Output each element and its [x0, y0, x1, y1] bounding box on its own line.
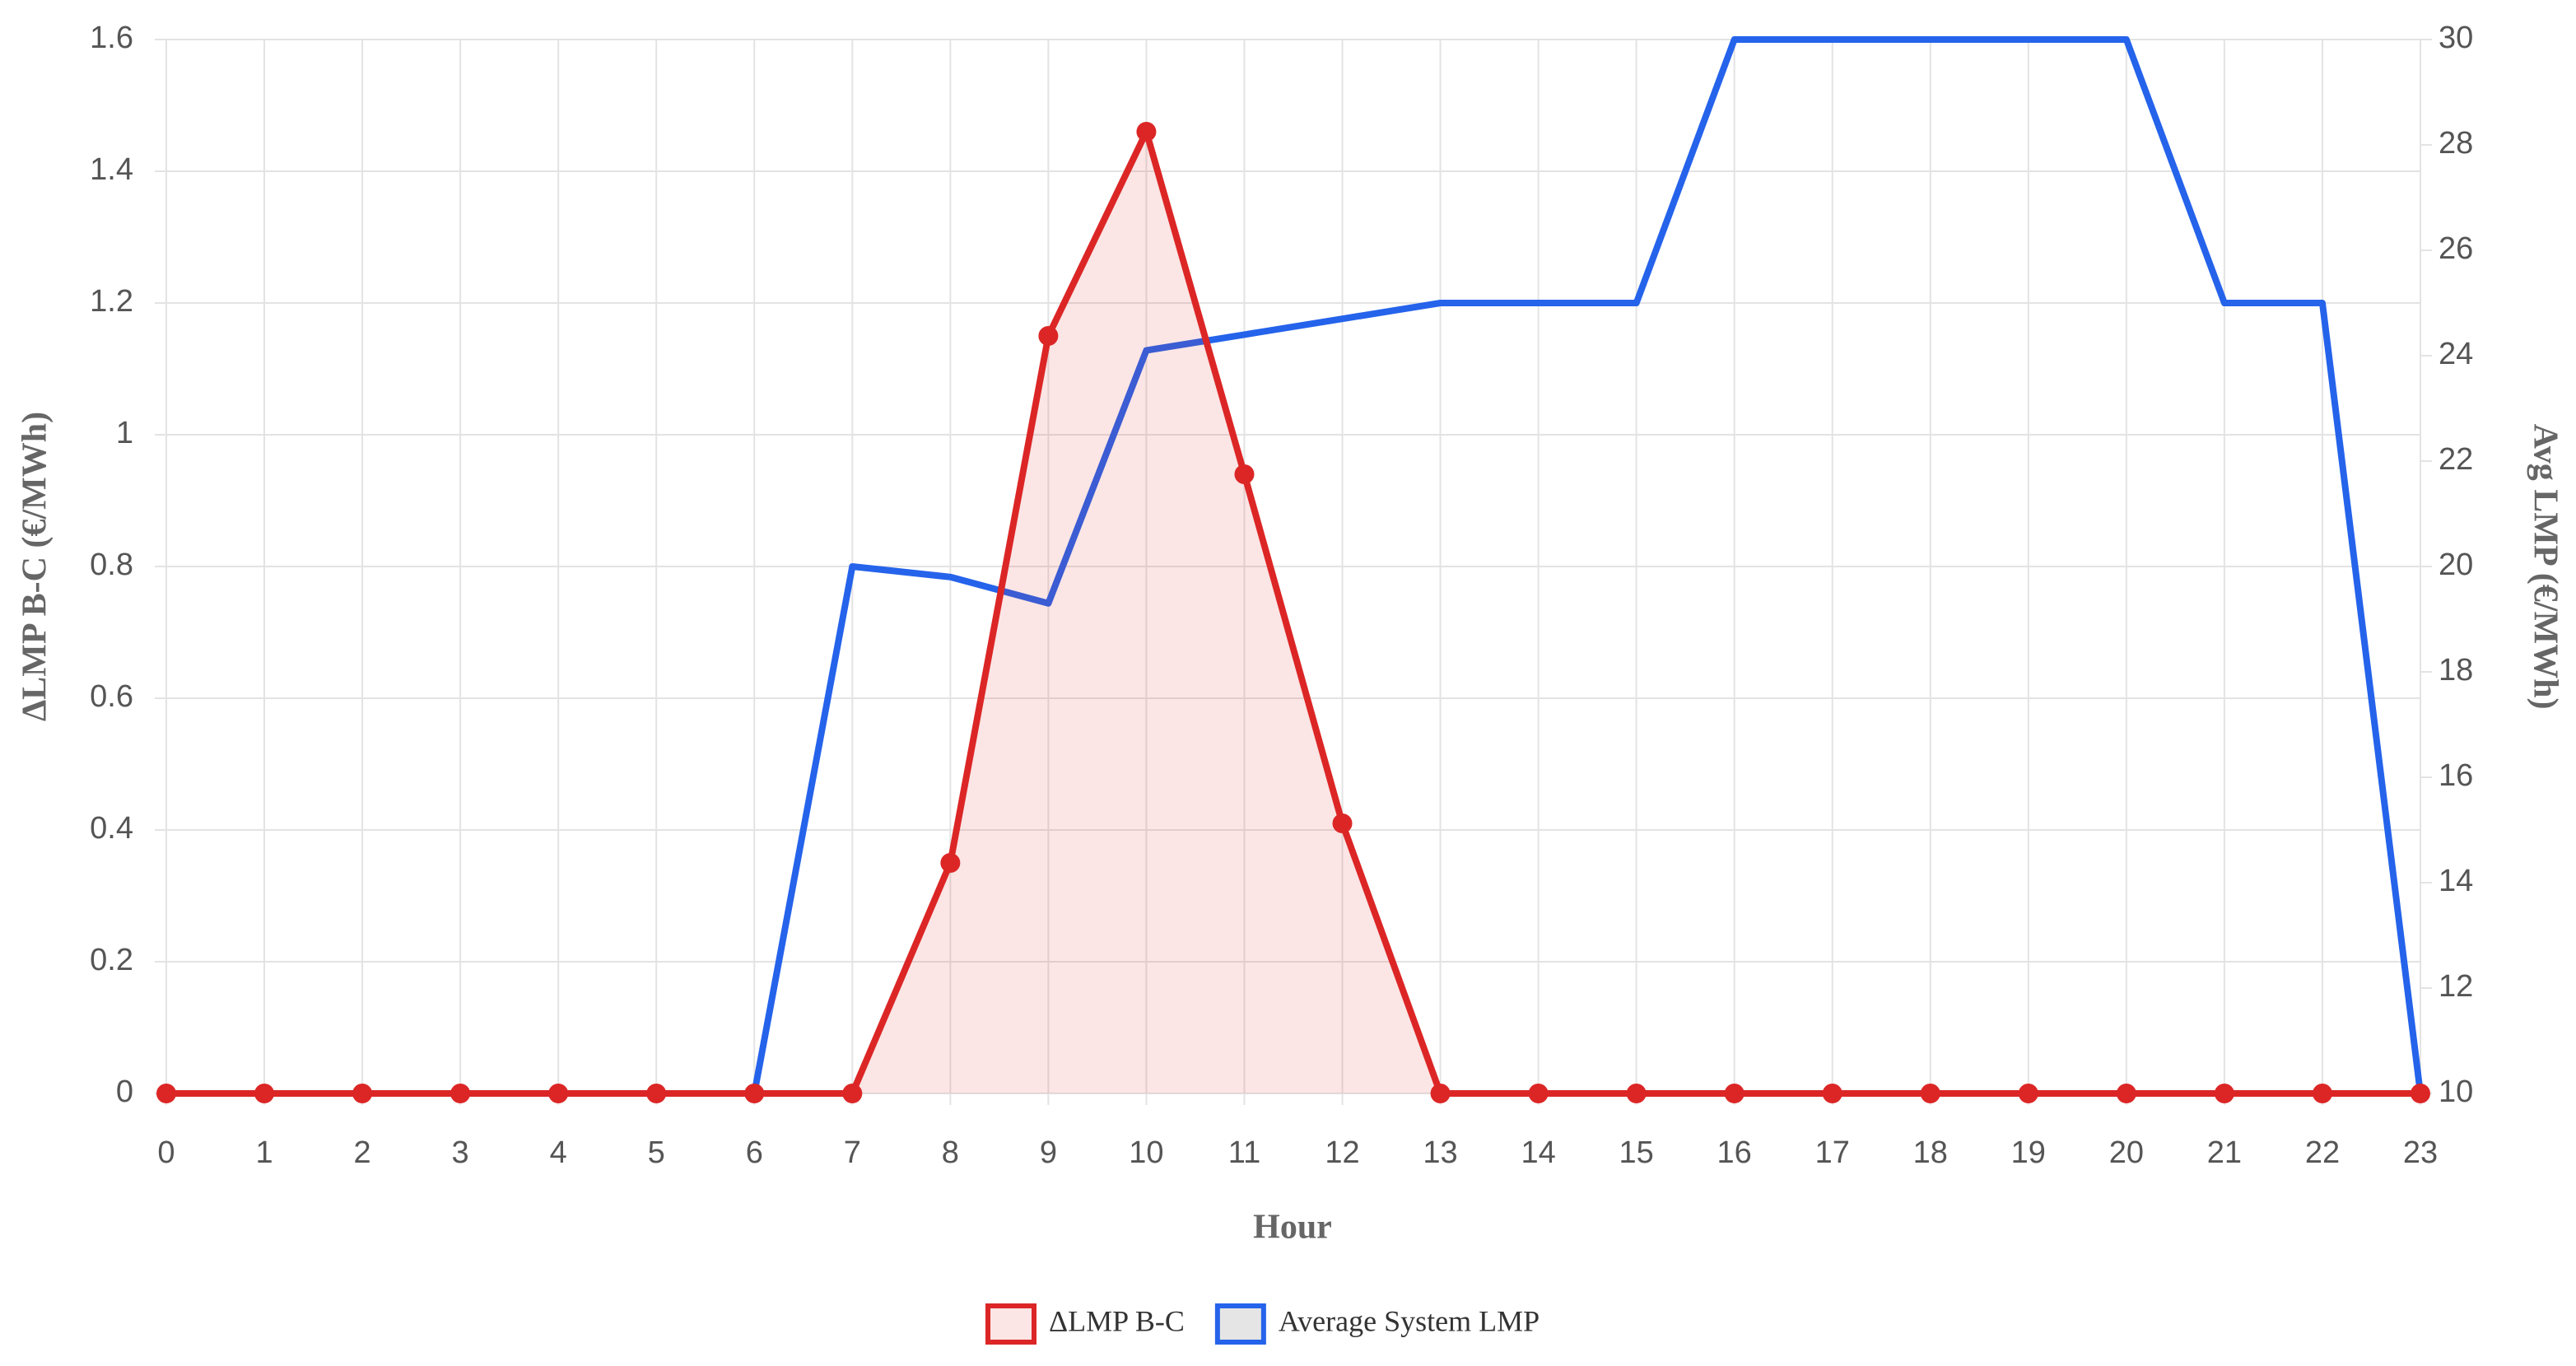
point	[254, 1084, 275, 1103]
point	[156, 1084, 176, 1103]
point	[1430, 1084, 1451, 1103]
point	[2214, 1084, 2234, 1103]
line	[166, 128, 2420, 1097]
x-tick-label: 22	[2305, 1135, 2340, 1170]
y2-tick-label: 20	[2439, 548, 2473, 582]
y2-tick-label: 14	[2439, 864, 2473, 898]
y2-tick-label: 30	[2439, 21, 2473, 55]
point	[1626, 1084, 1647, 1103]
point	[1038, 326, 1059, 346]
x-tick-label: 11	[1228, 1135, 1260, 1170]
point	[1136, 122, 1157, 142]
x-tick-label: 9	[1040, 1135, 1057, 1170]
point	[940, 853, 961, 873]
y2-axis-title: Avg LMP (€/MWh)	[2526, 424, 2564, 710]
point	[1234, 464, 1255, 484]
y-tick-label: 0	[116, 1075, 133, 1109]
x-tick-label: 12	[1325, 1135, 1359, 1170]
point	[2312, 1084, 2332, 1103]
point	[450, 1084, 471, 1103]
x-tick-label: 4	[550, 1135, 567, 1170]
y2-tick-label: 24	[2439, 337, 2473, 371]
area	[166, 132, 2420, 1093]
point	[2018, 1084, 2038, 1103]
legend-label: ΔLMP B-C	[1049, 1304, 1185, 1337]
x-tick-label: 17	[1815, 1135, 1850, 1170]
legend-swatch	[1214, 1303, 1266, 1345]
point	[1332, 814, 1353, 833]
point	[842, 1084, 863, 1103]
x-tick-label: 23	[2403, 1135, 2438, 1170]
point	[2411, 1084, 2430, 1103]
x-tick-label: 7	[844, 1135, 861, 1170]
point	[1528, 1084, 1549, 1103]
x-tick-label: 1	[255, 1135, 273, 1170]
x-axis-title: Hour	[1253, 1209, 1332, 1247]
x-tick-label: 14	[1521, 1135, 1555, 1170]
point	[1724, 1084, 1745, 1103]
x-tick-label: 20	[2109, 1135, 2144, 1170]
x-tick-label: 3	[452, 1135, 469, 1170]
y-tick-label: 0.6	[90, 679, 133, 714]
y-tick-label: 1	[116, 416, 133, 450]
x-tick-label: 13	[1423, 1135, 1457, 1170]
point	[1920, 1084, 1940, 1103]
point	[646, 1084, 667, 1103]
y2-tick-label: 22	[2439, 442, 2473, 477]
legend-swatch	[985, 1303, 1036, 1345]
y2-tick-label: 18	[2439, 653, 2473, 688]
y2-tick-label: 16	[2439, 758, 2473, 793]
y-tick-label: 1.4	[90, 152, 133, 187]
point	[744, 1084, 765, 1103]
y2-tick-label: 10	[2439, 1075, 2473, 1109]
x-tick-label: 8	[942, 1135, 959, 1170]
x-tick-label: 15	[1619, 1135, 1654, 1170]
x-tick-label: 6	[746, 1135, 763, 1170]
legend-label: Average System LMP	[1279, 1304, 1540, 1337]
y-tick-label: 1.6	[90, 21, 133, 55]
x-tick-label: 10	[1129, 1135, 1163, 1170]
point	[352, 1084, 373, 1103]
y-tick-label: 0.2	[90, 943, 133, 977]
y-tick-label: 0.8	[90, 548, 133, 582]
x-tick-label: 19	[2011, 1135, 2046, 1170]
point	[548, 1084, 569, 1103]
y2-tick-label: 12	[2439, 969, 2473, 1004]
x-tick-label: 18	[1913, 1135, 1948, 1170]
point	[1822, 1084, 1842, 1103]
y-tick-label: 0.4	[90, 811, 133, 846]
x-tick-label: 2	[354, 1135, 371, 1170]
x-tick-label: 21	[2207, 1135, 2242, 1170]
y2-tick-label: 26	[2439, 231, 2473, 266]
y-axis-title: ΔLMP B-C (€/MWh)	[16, 412, 54, 721]
y-tick-label: 1.2	[90, 284, 133, 319]
x-tick-label: 16	[1717, 1135, 1752, 1170]
y2-tick-label: 28	[2439, 126, 2473, 161]
x-tick-label: 0	[157, 1135, 175, 1170]
point	[2116, 1084, 2136, 1103]
x-tick-label: 5	[648, 1135, 665, 1170]
